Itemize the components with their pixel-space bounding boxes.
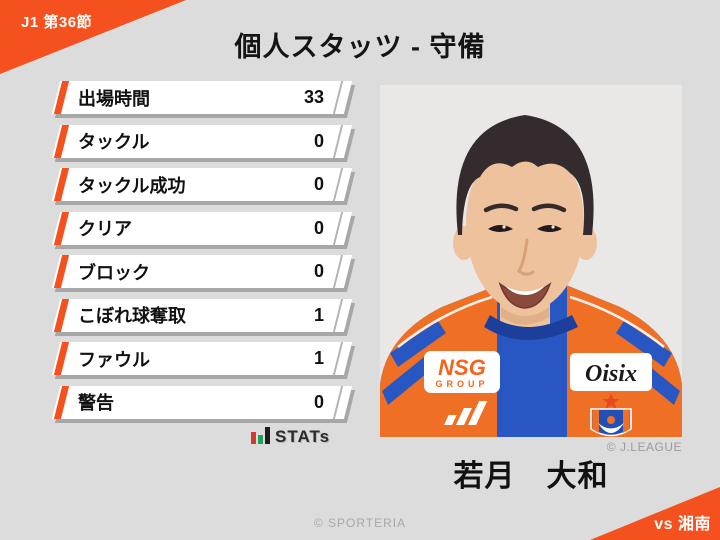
- stat-value: 1: [313, 304, 324, 325]
- stat-value: 0: [313, 261, 324, 281]
- stat-row-clearances: クリア 0: [51, 211, 353, 245]
- stat-label: こぼれ球奪取: [78, 306, 186, 326]
- stat-value: 33: [303, 87, 324, 107]
- player-portrait-illustration: NSG GROUP Oisix: [380, 85, 682, 437]
- adidas-logo-icon: [444, 401, 488, 425]
- stats-bar-chart-icon: [251, 427, 270, 445]
- stat-label: タックル成功: [78, 175, 186, 196]
- stat-label: ファウル: [78, 349, 150, 370]
- stats-logo: STATs: [251, 427, 330, 445]
- player-name: 若月 大和: [453, 460, 609, 493]
- photo-credit: © J.LEAGUE: [606, 440, 682, 454]
- opponent-label: vs 湘南: [654, 516, 711, 533]
- stat-row-yellow-cards: 警告 0: [51, 385, 353, 419]
- stat-label: クリア: [78, 219, 132, 239]
- stats-list: 出場時間 33 タックル 0 タックル成功 0: [51, 81, 353, 429]
- svg-text:NSG: NSG: [438, 355, 486, 380]
- stat-row-fouls: ファウル 1: [51, 342, 353, 375]
- stat-value: 0: [313, 130, 324, 151]
- stat-row-loose-ball-recoveries: こぼれ球奪取 1: [51, 298, 353, 332]
- stat-label: 警告: [78, 393, 114, 413]
- stat-value: 0: [313, 174, 324, 194]
- stat-label: タックル: [78, 132, 150, 152]
- face: [466, 147, 584, 315]
- jersey-collar: [484, 315, 578, 340]
- svg-text:Oisix: Oisix: [585, 361, 637, 387]
- stat-value: 0: [313, 217, 324, 238]
- page-title: 個人スタッツ - 守備: [234, 32, 486, 62]
- stat-value: 0: [313, 391, 324, 412]
- stat-value: 1: [313, 348, 324, 368]
- svg-text:GROUP: GROUP: [435, 379, 488, 389]
- stat-row-blocks: ブロック 0: [51, 255, 353, 288]
- stat-row-tackles: タックル 0: [51, 124, 353, 158]
- club-crest-icon: [590, 393, 632, 437]
- sporteria-credit: © SPORTERIA: [313, 516, 407, 530]
- stat-label: 出場時間: [78, 88, 150, 109]
- sponsor-patch-oisix: Oisix: [570, 353, 652, 391]
- facial-features: [483, 203, 567, 309]
- hair: [456, 115, 594, 235]
- stat-row-minutes: 出場時間 33: [51, 81, 353, 114]
- player-photo: NSG GROUP Oisix: [380, 85, 682, 437]
- stat-label: ブロック: [78, 262, 150, 283]
- matchday-label: J1 第36節: [21, 14, 93, 31]
- stat-row-tackles-won: タックル成功 0: [51, 168, 353, 201]
- stats-logo-text: STATs: [275, 427, 331, 446]
- sponsor-patch-nsg: NSG GROUP: [424, 351, 500, 393]
